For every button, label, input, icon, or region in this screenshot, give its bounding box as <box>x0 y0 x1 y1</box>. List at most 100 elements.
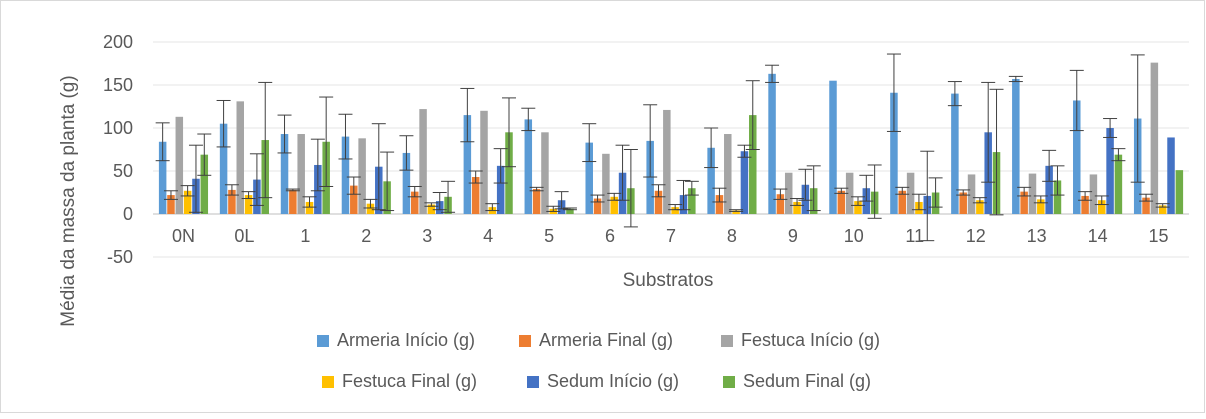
bar <box>749 115 757 214</box>
x-tick-label: 12 <box>966 226 986 246</box>
bar <box>524 119 533 214</box>
bar <box>793 201 801 214</box>
bar <box>1142 197 1150 214</box>
x-tick-label: 10 <box>844 226 864 246</box>
bar <box>1098 200 1106 214</box>
bar <box>1045 165 1053 214</box>
bar <box>1167 137 1175 214</box>
y-tick-label: 200 <box>103 32 133 52</box>
y-tick-label: 50 <box>113 161 133 181</box>
x-tick-label: 0N <box>172 226 195 246</box>
bar <box>183 190 192 214</box>
bar <box>566 208 574 214</box>
bar <box>1028 173 1037 214</box>
bar <box>350 185 358 214</box>
bar <box>1037 199 1045 214</box>
bar <box>671 207 679 214</box>
bar <box>593 198 602 214</box>
x-axis-title: Substratos <box>623 270 714 291</box>
bar <box>951 93 959 214</box>
bar <box>707 147 715 214</box>
bar <box>967 174 976 214</box>
bar <box>1158 205 1167 214</box>
legend-label: Armeria Final (g) <box>539 330 673 350</box>
y-axis-title: Média da massa da planta (g) <box>58 75 79 326</box>
bar <box>167 195 175 214</box>
bar <box>784 172 793 214</box>
bar <box>219 123 228 214</box>
x-tick-label: 8 <box>727 226 737 246</box>
bar <box>366 203 375 214</box>
bar <box>724 134 732 214</box>
bar <box>1081 195 1089 214</box>
bar <box>1073 100 1081 214</box>
bar <box>419 109 427 214</box>
bar <box>463 115 472 214</box>
bar <box>1012 78 1020 214</box>
bar <box>906 172 915 214</box>
legend-swatch <box>527 376 539 388</box>
bar <box>1053 180 1062 214</box>
x-tick-label: 7 <box>666 226 676 246</box>
bar <box>845 172 854 214</box>
legend-label: Festuca Final (g) <box>342 371 477 391</box>
bar <box>715 195 724 214</box>
bar <box>244 195 253 214</box>
bar <box>688 188 696 214</box>
x-tick-label: 13 <box>1027 226 1047 246</box>
bar <box>505 132 513 214</box>
bar <box>1106 128 1114 214</box>
bar <box>305 201 314 214</box>
bar <box>358 138 366 214</box>
bar <box>228 189 236 214</box>
bar <box>740 151 749 214</box>
bar <box>776 194 785 214</box>
bar <box>427 204 436 214</box>
x-tick-label: 9 <box>788 226 798 246</box>
bar <box>1175 170 1184 214</box>
x-tick-label: 14 <box>1088 226 1108 246</box>
bar <box>1150 62 1159 214</box>
x-tick-label: 1 <box>300 226 310 246</box>
bar <box>768 73 776 214</box>
legend-swatch <box>317 335 329 347</box>
bar <box>663 109 671 214</box>
bar <box>890 92 898 214</box>
x-tick-label: 15 <box>1149 226 1169 246</box>
y-axis-ticks: -50 0 50 100 150 200 <box>103 32 133 267</box>
x-tick-label: 0L <box>234 226 254 246</box>
error-bars <box>155 53 1170 242</box>
bar <box>854 201 862 214</box>
bar <box>341 136 350 214</box>
legend-swatch <box>322 376 334 388</box>
gridlines <box>153 41 1189 258</box>
bar <box>158 141 167 214</box>
bar <box>175 116 184 214</box>
bar <box>289 189 297 214</box>
bar <box>585 142 593 214</box>
legend-swatch <box>519 335 531 347</box>
bar <box>654 190 663 214</box>
legend: Armeria Início (g) Armeria Final (g) Festu… <box>317 330 880 391</box>
x-tick-label: 4 <box>483 226 493 246</box>
x-axis-ticks: 0N 0L 1 2 3 4 5 6 7 8 9 10 11 12 13 14 15 <box>172 226 1169 246</box>
legend-label: Armeria Início (g) <box>337 330 475 350</box>
bar <box>602 153 610 214</box>
x-tick-label: 6 <box>605 226 615 246</box>
bar <box>541 132 549 214</box>
bar <box>898 190 907 214</box>
bar <box>471 177 480 214</box>
bar <box>280 134 289 214</box>
bar <box>1020 191 1028 214</box>
bar <box>959 192 967 214</box>
x-tick-label: 11 <box>905 226 924 246</box>
legend-label: Sedum Início (g) <box>547 371 679 391</box>
legend-label: Festuca Início (g) <box>741 330 880 350</box>
bar <box>532 189 541 214</box>
x-tick-label: 2 <box>361 226 371 246</box>
bar <box>837 190 846 214</box>
y-tick-label: 100 <box>103 118 133 138</box>
bar <box>1114 154 1123 214</box>
